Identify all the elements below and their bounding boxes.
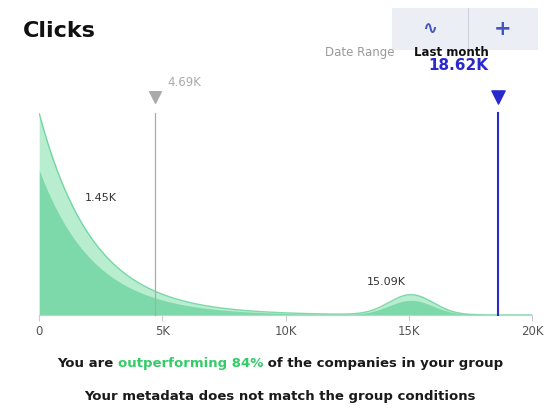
Text: 1.45K: 1.45K [85, 193, 117, 202]
Point [493, 94, 502, 101]
Text: Last month: Last month [414, 46, 489, 59]
Text: outperforming 84%: outperforming 84% [118, 357, 263, 370]
Text: 18.62K: 18.62K [428, 58, 488, 73]
Text: Date Range: Date Range [325, 46, 394, 59]
Text: 4.69K: 4.69K [167, 76, 201, 89]
Text: You are: You are [57, 357, 118, 370]
Text: Clicks: Clicks [22, 21, 95, 41]
Text: +: + [494, 19, 511, 39]
Point [150, 94, 159, 101]
Text: Your metadata does not match the group conditions: Your metadata does not match the group c… [84, 390, 476, 403]
Text: of the companies in your group: of the companies in your group [263, 357, 503, 370]
Text: 15.09K: 15.09K [367, 276, 406, 286]
Text: ∿: ∿ [422, 21, 437, 38]
